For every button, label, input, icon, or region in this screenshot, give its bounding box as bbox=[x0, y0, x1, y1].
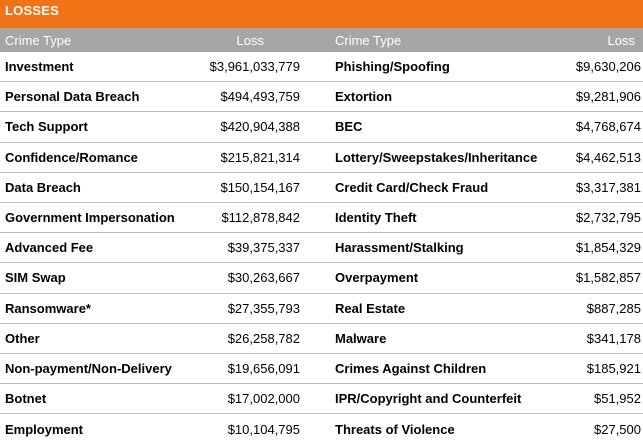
loss-cell: $27,500 bbox=[594, 421, 641, 437]
loss-cell: $150,154,167 bbox=[220, 179, 300, 195]
loss-cell: $112,878,842 bbox=[221, 210, 300, 226]
header-row-left: Crime Type Loss bbox=[0, 28, 330, 52]
table-row: Threats of Violence $27,500 bbox=[330, 414, 643, 444]
crime-type-cell: Credit Card/Check Fraud bbox=[335, 179, 489, 195]
crime-type-cell: Confidence/Romance bbox=[5, 149, 138, 165]
table-row: Government Impersonation $112,878,842 bbox=[0, 203, 330, 234]
loss-cell: $215,821,314 bbox=[220, 149, 300, 165]
loss-cell: $51,952 bbox=[594, 391, 641, 407]
crime-type-cell: IPR/Copyright and Counterfeit bbox=[335, 391, 522, 407]
loss-cell: $30,263,667 bbox=[227, 270, 300, 286]
crime-type-cell: Malware bbox=[335, 330, 387, 346]
loss-cell: $887,285 bbox=[586, 300, 641, 316]
table-row: Lottery/Sweepstakes/Inheritance $4,462,51… bbox=[330, 143, 643, 173]
loss-cell: $39,375,337 bbox=[227, 240, 300, 256]
loss-cell: $19,656,091 bbox=[227, 360, 300, 376]
table-row: Ransomware* $27,355,793 bbox=[0, 294, 330, 324]
loss-cell: $4,768,674 bbox=[575, 119, 641, 135]
crime-type-cell: Botnet bbox=[5, 391, 47, 407]
loss-cell: $341,178 bbox=[586, 330, 641, 346]
crime-type-cell: Harassment/Stalking bbox=[335, 240, 464, 256]
right-column-group: Crime Type Loss Phishing/Spoofing $9,630,… bbox=[330, 28, 643, 444]
crime-type-cell: Data Breach bbox=[5, 179, 81, 195]
crime-type-cell: Real Estate bbox=[335, 300, 406, 316]
table-row: Tech Support $420,904,388 bbox=[0, 112, 330, 143]
table-row: Non-payment/Non-Delivery $19,656,091 bbox=[0, 354, 330, 385]
loss-cell: $494,493,759 bbox=[220, 89, 300, 105]
crime-type-cell: Investment bbox=[5, 59, 74, 75]
header-loss-left: Loss bbox=[236, 32, 264, 48]
loss-cell: $4,462,513 bbox=[575, 149, 641, 165]
crime-type-cell: Government Impersonation bbox=[5, 210, 175, 226]
table-row: SIM Swap $30,263,667 bbox=[0, 263, 330, 294]
loss-cell: $1,854,329 bbox=[575, 240, 641, 256]
crime-type-cell: Phishing/Spoofing bbox=[335, 59, 450, 75]
loss-cell: $3,961,033,779 bbox=[209, 59, 300, 75]
loss-cell: $420,904,388 bbox=[220, 119, 300, 135]
table-row: Extortion $9,281,906 bbox=[330, 82, 643, 113]
table-row: Personal Data Breach $494,493,759 bbox=[0, 82, 330, 113]
crime-type-cell: Lottery/Sweepstakes/Inheritance bbox=[335, 149, 538, 165]
left-rows: Investment $3,961,033,779 Personal Data Br… bbox=[0, 52, 330, 444]
crime-type-cell: Personal Data Breach bbox=[5, 89, 140, 105]
table-row: Credit Card/Check Fraud $3,317,381 bbox=[330, 173, 643, 203]
crime-type-cell: Threats of Violence bbox=[335, 421, 455, 437]
losses-banner: LOSSES bbox=[0, 0, 643, 28]
header-row-right: Crime Type Loss bbox=[330, 28, 643, 52]
table-row: BEC $4,768,674 bbox=[330, 112, 643, 143]
crime-type-cell: Identity Theft bbox=[335, 210, 417, 226]
loss-cell: $10,104,795 bbox=[227, 421, 300, 437]
table-row: Crimes Against Children $185,921 bbox=[330, 354, 643, 385]
table-row: Confidence/Romance $215,821,314 bbox=[0, 143, 330, 173]
loss-cell: $27,355,793 bbox=[227, 300, 300, 316]
loss-cell: $185,921 bbox=[586, 360, 641, 376]
table-row: Phishing/Spoofing $9,630,206 bbox=[330, 52, 643, 83]
losses-table: Crime Type Loss Investment $3,961,033,779… bbox=[0, 28, 643, 444]
crime-type-cell: SIM Swap bbox=[5, 270, 66, 286]
banner-title: LOSSES bbox=[5, 3, 59, 18]
crime-type-cell: Ransomware* bbox=[5, 300, 91, 316]
table-row: Real Estate $887,285 bbox=[330, 294, 643, 324]
crime-type-cell: Other bbox=[5, 330, 40, 346]
header-loss-right: Loss bbox=[607, 32, 635, 48]
table-row: Advanced Fee $39,375,337 bbox=[0, 233, 330, 264]
right-rows: Phishing/Spoofing $9,630,206 Extortion $9,2… bbox=[330, 52, 643, 444]
table-row: IPR/Copyright and Counterfeit $51,952 bbox=[330, 384, 643, 415]
table-row: Other $26,258,782 bbox=[0, 324, 330, 354]
table-row: Investment $3,961,033,779 bbox=[0, 52, 330, 83]
table-row: Overpayment $1,582,857 bbox=[330, 263, 643, 294]
crime-type-cell: BEC bbox=[335, 119, 363, 135]
table-row: Data Breach $150,154,167 bbox=[0, 173, 330, 203]
loss-cell: $3,317,381 bbox=[575, 179, 641, 195]
table-row: Employment $10,104,795 bbox=[0, 414, 330, 444]
crime-type-cell: Employment bbox=[5, 421, 84, 437]
crime-type-cell: Overpayment bbox=[335, 270, 419, 286]
loss-cell: $9,281,906 bbox=[575, 89, 641, 105]
loss-cell: $9,630,206 bbox=[575, 59, 641, 75]
loss-cell: $2,732,795 bbox=[575, 210, 641, 226]
loss-cell: $26,258,782 bbox=[227, 330, 300, 346]
crime-type-cell: Crimes Against Children bbox=[335, 360, 487, 376]
crime-type-cell: Non-payment/Non-Delivery bbox=[5, 360, 172, 376]
crime-type-cell: Advanced Fee bbox=[5, 240, 94, 256]
left-column-group: Crime Type Loss Investment $3,961,033,779… bbox=[0, 28, 330, 444]
table-row: Malware $341,178 bbox=[330, 324, 643, 354]
crime-type-cell: Tech Support bbox=[5, 119, 88, 135]
table-row: Harassment/Stalking $1,854,329 bbox=[330, 233, 643, 264]
loss-cell: $1,582,857 bbox=[575, 270, 641, 286]
crime-type-cell: Extortion bbox=[335, 89, 393, 105]
table-row: Identity Theft $2,732,795 bbox=[330, 203, 643, 234]
header-crime-type-left: Crime Type bbox=[5, 32, 72, 48]
table-row: Botnet $17,002,000 bbox=[0, 384, 330, 415]
loss-cell: $17,002,000 bbox=[227, 391, 300, 407]
header-crime-type-right: Crime Type bbox=[335, 32, 402, 48]
